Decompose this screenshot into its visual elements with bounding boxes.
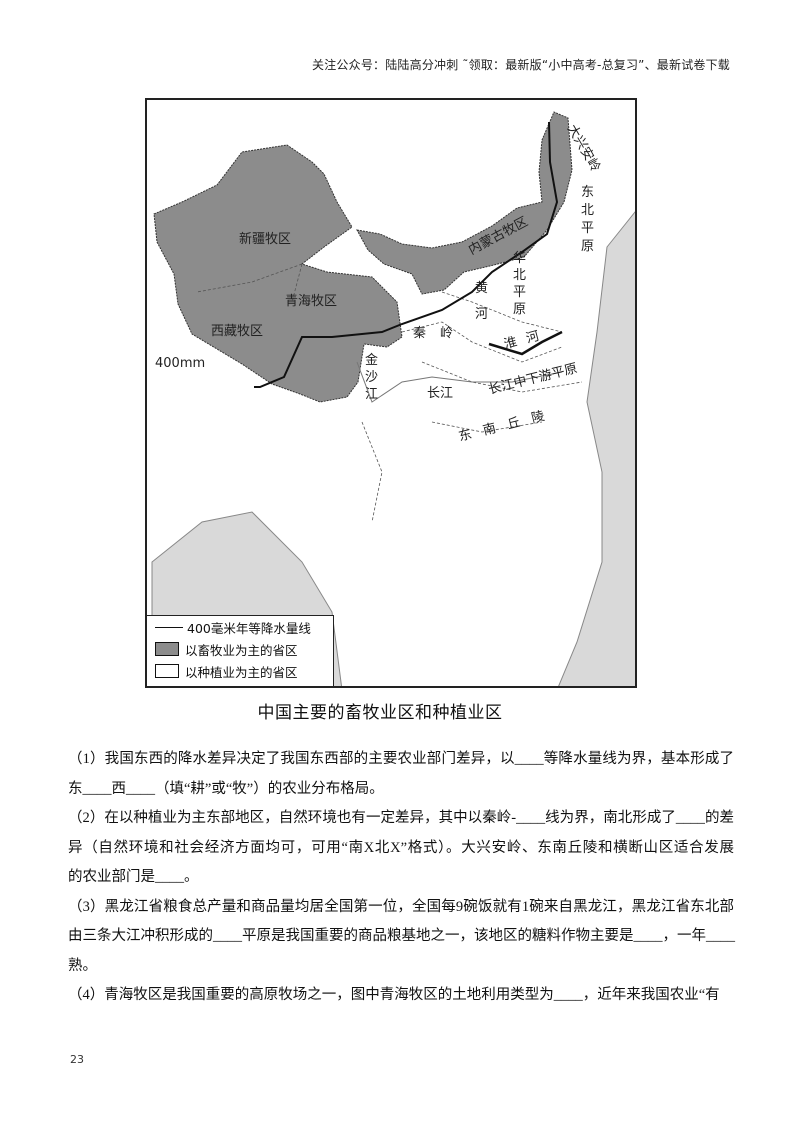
question-line: 由三条大江冲积形成的____平原是我国重要的商品粮基地之一，该地区的糖料作物主要… <box>68 928 735 944</box>
label-huanghe: 黄河 <box>475 281 489 322</box>
question-line: （4）青海牧区是我国重要的高原牧场之一，图中青海牧区的土地利用类型为____，近… <box>68 987 720 1003</box>
province-borders <box>196 263 583 523</box>
grey-swatch <box>155 642 179 656</box>
legend-item-pastoral: 以畜牧业为主的省区 <box>147 638 333 660</box>
legend-item-farming: 以种植业为主的省区 <box>147 660 333 682</box>
legend-item-isohyet: 400毫米年等降水量线 <box>147 616 333 638</box>
question-line: 熟。 <box>68 957 97 974</box>
page-number: 23 <box>70 1053 84 1066</box>
question-1: （1）我国东西的降水差异决定了我国东西部的主要农业部门差异，以____等降水量线… <box>68 745 734 804</box>
region-inner-mongolia <box>356 111 573 295</box>
question-line: （3）黑龙江省粮食总产量和商品量均居全国第一位，全国每9碗饭就有1碗来自黑龙江，… <box>68 898 734 915</box>
agriculture-map: 新疆牧区 青海牧区 西藏牧区 内蒙古牧区 大兴安岭 东北平原 华北平原 黄河 秦… <box>145 98 637 688</box>
label-changjiang: 长江 <box>427 386 454 401</box>
question-line: （2）在以种植业为主东部地区，自然环境也有一定差异，其中以秦岭-____线为界，… <box>68 810 734 826</box>
label-jinshajiang: 金沙江 <box>365 353 379 402</box>
question-3: （3）黑龙江省粮食总产量和商品量均居全国第一位，全国每9碗饭就有1碗来自黑龙江，… <box>68 893 735 982</box>
question-line: （1）我国东西的降水差异决定了我国东西部的主要农业部门差异，以____等降水量线… <box>68 751 734 767</box>
map-caption: 中国主要的畜牧业区和种植业区 <box>257 703 503 723</box>
label-dongbei-plain: 东北平原 <box>581 185 595 254</box>
page-header: 关注公众号：陆陆高分冲刺 ˜领取：最新版“小中高考-总复习”、最新试卷下载 <box>312 58 730 72</box>
label-qinghai: 青海牧区 <box>285 294 338 309</box>
question-line: 东____西____（填“耕”或“牧”）的农业分布格局。 <box>68 780 384 797</box>
question-line: 的农业部门是____。 <box>68 869 199 885</box>
region-west-pastoral <box>153 144 403 403</box>
question-2: （2）在以种植业为主东部地区，自然环境也有一定差异，其中以秦岭-____线为界，… <box>68 804 734 893</box>
label-400mm: 400mm <box>155 356 206 371</box>
qinling-huaihe-line <box>488 330 563 356</box>
legend-label: 以畜牧业为主的省区 <box>185 642 298 658</box>
label-xinjiang: 新疆牧区 <box>239 232 292 247</box>
sea-east <box>558 211 635 686</box>
line-swatch <box>155 626 183 628</box>
label-xizang: 西藏牧区 <box>211 324 264 339</box>
question-4: （4）青海牧区是我国重要的高原牧场之一，图中青海牧区的土地利用类型为____，近… <box>68 981 734 1011</box>
label-qinling: 秦岭 <box>413 326 468 341</box>
legend-label: 以种植业为主的省区 <box>185 664 298 680</box>
map-legend: 400毫米年等降水量线 以畜牧业为主的省区 以种植业为主的省区 <box>147 615 334 686</box>
river-yangtze <box>356 361 563 403</box>
label-huabei-plain: 华北平原 <box>513 251 527 317</box>
legend-label: 400毫米年等降水量线 <box>187 620 311 636</box>
white-swatch <box>155 664 179 678</box>
questions: （1）我国东西的降水差异决定了我国东西部的主要农业部门差异，以____等降水量线… <box>68 745 735 1011</box>
isohyet-400mm-line <box>254 121 559 388</box>
map-graphic <box>147 100 635 686</box>
question-line: 异（自然环境和社会经济方面均可，可用“南X北X”格式）。大兴安岭、东南丘陵和横断… <box>68 839 734 856</box>
